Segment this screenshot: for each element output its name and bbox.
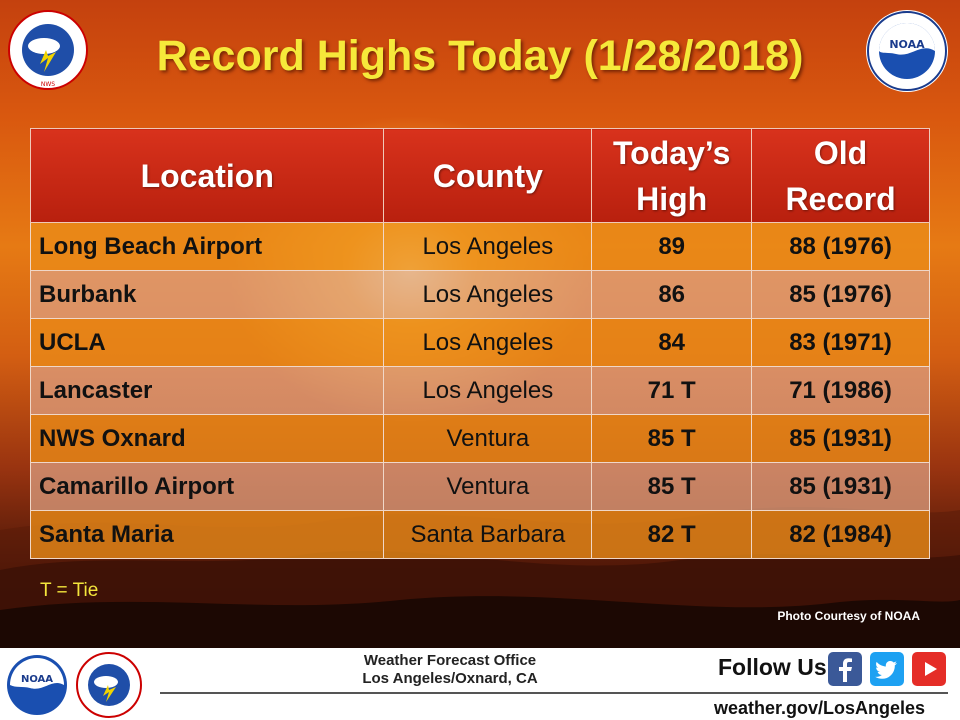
svg-text:NOAA: NOAA — [21, 674, 53, 685]
cell-old-record: 85 (1931) — [751, 462, 930, 511]
cell-old-record: 88 (1976) — [751, 222, 930, 271]
table-row: Santa Maria Santa Barbara 82 T 82 (1984) — [29, 510, 930, 559]
table-row: Camarillo Airport Ventura 85 T 85 (1931) — [29, 462, 930, 511]
table-row: Burbank Los Angeles 86 85 (1976) — [29, 270, 930, 319]
header-todays-high-line1: Today’s — [613, 134, 731, 171]
nws-logo-lettering: NWS — [41, 81, 55, 88]
cell-county: Ventura — [383, 462, 593, 511]
cell-county: Ventura — [383, 414, 593, 463]
cell-county: Los Angeles — [383, 222, 593, 271]
facebook-icon[interactable] — [828, 652, 862, 686]
cell-county: Los Angeles — [383, 366, 593, 415]
cell-location: Burbank — [29, 270, 385, 319]
table-row: Long Beach Airport Los Angeles 89 88 (19… — [29, 222, 930, 271]
cell-location: Santa Maria — [29, 510, 385, 559]
header-todays-high-line2: High — [636, 180, 708, 217]
noaa-logo: NOAA — [866, 10, 948, 92]
cell-location: Long Beach Airport — [29, 222, 385, 271]
cell-todays-high: 86 — [591, 270, 753, 319]
nws-logo: NWS — [8, 10, 88, 90]
cell-todays-high: 84 — [591, 318, 753, 367]
cell-todays-high: 89 — [591, 222, 753, 271]
cell-old-record: 85 (1976) — [751, 270, 930, 319]
cell-location: Camarillo Airport — [29, 462, 385, 511]
cell-county: Los Angeles — [383, 318, 593, 367]
nws-footer-logo — [76, 652, 142, 718]
table-row: NWS Oxnard Ventura 85 T 85 (1931) — [29, 414, 930, 463]
twitter-icon[interactable] — [870, 652, 904, 686]
office-name: Weather Forecast Office — [363, 652, 537, 669]
follow-us-label: Follow Us: — [718, 654, 835, 680]
cell-location: UCLA — [29, 318, 385, 367]
cell-todays-high: 71 T — [591, 366, 753, 415]
table-row: UCLA Los Angeles 84 83 (1971) — [29, 318, 930, 367]
youtube-icon[interactable] — [912, 652, 946, 686]
header-todays-high: Today’s High — [591, 128, 753, 223]
cell-todays-high: 82 T — [591, 510, 753, 559]
noaa-footer-logo: NOAA — [6, 654, 68, 716]
cell-old-record: 83 (1971) — [751, 318, 930, 367]
cell-county: Santa Barbara — [383, 510, 593, 559]
footer: NOAA Weather Forecast Office Los Angeles… — [0, 648, 960, 720]
table-row: Lancaster Los Angeles 71 T 71 (1986) — [29, 366, 930, 415]
page-title: Record Highs Today (1/28/2018) — [156, 32, 804, 80]
cell-location: Lancaster — [29, 366, 385, 415]
website-link[interactable]: weather.gov/LosAngeles — [714, 698, 926, 718]
tie-legend: T = Tie — [40, 580, 99, 601]
svg-text:NOAA: NOAA — [889, 38, 925, 51]
header-old-record: Old Record — [751, 128, 930, 223]
footer-divider — [160, 692, 948, 694]
cell-old-record: 82 (1984) — [751, 510, 930, 559]
office-location: Los Angeles/Oxnard, CA — [362, 670, 538, 687]
header-county: County — [383, 128, 593, 223]
table-header-row: Location County Today’s High Old Record — [29, 128, 930, 223]
header-old-record-line2: Record — [785, 180, 896, 217]
cell-location: NWS Oxnard — [29, 414, 385, 463]
cell-todays-high: 85 T — [591, 414, 753, 463]
header-old-record-line1: Old — [813, 134, 868, 171]
cell-county: Los Angeles — [383, 270, 593, 319]
header-location: Location — [29, 128, 385, 223]
cell-old-record: 85 (1931) — [751, 414, 930, 463]
cell-todays-high: 85 T — [591, 462, 753, 511]
photo-credit: Photo Courtesy of NOAA — [777, 609, 920, 623]
cell-old-record: 71 (1986) — [751, 366, 930, 415]
record-highs-table: Location County Today’s High Old Record … — [29, 128, 930, 559]
